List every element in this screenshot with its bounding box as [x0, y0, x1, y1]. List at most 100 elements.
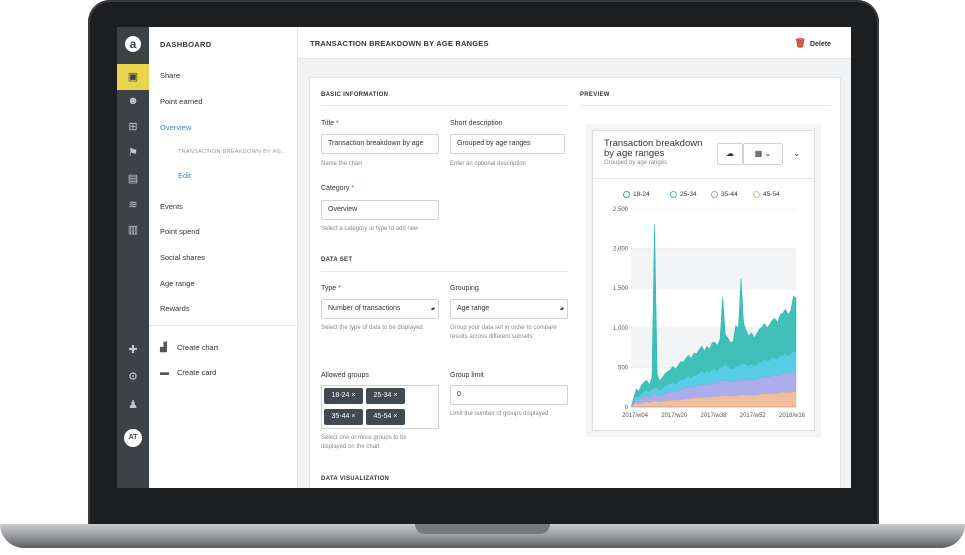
x-tick-label: 2017/w04 [622, 413, 649, 419]
flag-icon[interactable]: ⚑ [128, 147, 138, 159]
required-mark: * [335, 120, 339, 127]
category-input[interactable]: Overview [321, 200, 439, 220]
title-input[interactable]: Transaction breakdown by age [321, 134, 439, 154]
legend-marker [670, 191, 677, 198]
widget-subtitle: Grouped by age ranges [604, 160, 668, 166]
group-tag-18-24[interactable]: 18-24 × [324, 388, 363, 404]
nav-item-age-range[interactable]: Age range [160, 279, 195, 288]
legend-label: 25-34 [680, 191, 697, 199]
allowed-groups-help: Select one or more groups to be displaye… [321, 435, 407, 450]
waves-icon[interactable]: ≋ [128, 199, 138, 211]
preview-title: PREVIEW [580, 92, 610, 98]
legend-label: 45-54 [763, 191, 780, 199]
legend-item-25-34[interactable]: 25-34 [670, 191, 697, 198]
nav-item-edit[interactable]: Edit [178, 171, 191, 180]
group-limit-label: Group limit [450, 372, 484, 379]
group-tag-45-54[interactable]: 45-54 × [366, 409, 405, 425]
short-description-label: Short description [450, 120, 503, 127]
user-settings-icon[interactable]: ♟ [128, 399, 138, 411]
group-tag-35-44[interactable]: 35-44 × [324, 409, 363, 425]
y-tick-label: 2,500 [613, 207, 629, 213]
x-tick-label: 2017/w52 [740, 413, 767, 419]
y-tick-label: 500 [618, 365, 629, 371]
type-label: Type * [321, 285, 341, 292]
app-screen: a ▣ ☻ ⊞ ⚑ ▤ ≋ ▥ ✚ ⚙ ♟ AT DASHBOARD Share… [117, 27, 851, 488]
app-logo[interactable]: a [125, 36, 141, 52]
data-set-title: DATA SET [321, 257, 353, 263]
type-select[interactable]: Number of transactions [321, 299, 439, 319]
icon-rail: a ▣ ☻ ⊞ ⚑ ▤ ≋ ▥ ✚ ⚙ ♟ AT [117, 27, 149, 488]
legend-label: 35-44 [721, 191, 738, 199]
legend-item-18-24[interactable]: 18-24 [623, 191, 650, 198]
nav-item-share[interactable]: Share [160, 71, 181, 80]
nav-panel: DASHBOARD Share Point earned Overview TR… [149, 27, 298, 488]
create-chart-button[interactable]: ▟ Create chart [160, 342, 218, 353]
preview-widget: Transaction breakdown by age ranges Grou… [592, 130, 815, 431]
card-icon: ▬ [160, 367, 169, 377]
avatar[interactable]: AT [124, 429, 142, 447]
required-mark: * [338, 285, 341, 292]
widget-divider [593, 178, 814, 179]
allowed-groups-label: Allowed groups [321, 372, 369, 379]
create-card-button[interactable]: ▬ Create card [160, 367, 216, 377]
grouping-label: Grouping [450, 285, 479, 292]
legend-marker [711, 191, 718, 198]
type-help: Select the type of data to be displayed [321, 325, 423, 331]
y-tick-label: 1,000 [613, 326, 629, 332]
nav-item-overview[interactable]: Overview [160, 123, 192, 132]
date-range-button[interactable]: ▦ ⌄ [743, 143, 783, 165]
group-tag-25-34[interactable]: 25-34 × [366, 388, 405, 404]
legend-item-35-44[interactable]: 35-44 [711, 191, 738, 198]
nav-item-point-spend[interactable]: Point spend [160, 227, 200, 236]
type-label-text: Type [321, 285, 337, 292]
section-divider [580, 105, 830, 106]
grouping-select[interactable]: Age range [450, 299, 568, 319]
grouping-select-value: Age range [457, 305, 490, 312]
legend-item-45-54[interactable]: 45-54 [753, 191, 780, 198]
y-tick-label: 0 [625, 405, 629, 411]
delete-button[interactable]: 🗑 Delete [795, 38, 831, 49]
basic-info-title: BASIC INFORMATION [321, 92, 389, 98]
nav-item-events[interactable]: Events [160, 202, 183, 211]
create-chart-label: Create chart [177, 343, 219, 352]
legend-label: 18-24 [633, 191, 650, 199]
gear-icon[interactable]: ⚙ [128, 371, 138, 383]
puzzle-icon[interactable]: ✚ [128, 344, 138, 356]
dashboard-icon[interactable]: ▣ [117, 64, 149, 90]
title-label: Title * [321, 120, 339, 127]
legend-marker [623, 191, 630, 198]
category-label: Category * [321, 185, 354, 192]
type-select-value: Number of transactions [328, 305, 401, 312]
gift-icon[interactable]: ⊞ [128, 121, 138, 133]
grid-band [631, 248, 796, 289]
data-visualization-title: DATA VISUALIZATION [321, 476, 390, 482]
short-description-help: Enter an optional description [450, 161, 527, 167]
x-tick-label: 2018/w16 [779, 413, 806, 419]
nav-item-rewards[interactable]: Rewards [160, 304, 190, 313]
short-description-input[interactable]: Grouped by age ranges [450, 134, 565, 154]
group-limit-input[interactable]: 0 [450, 385, 568, 405]
section-divider [321, 105, 568, 106]
calendar-icon: ▦ [754, 149, 763, 158]
title-help: Name the chart [321, 161, 363, 167]
legend-marker [753, 191, 760, 198]
page-title: TRANSACTION BREAKDOWN BY AGE RANGES [310, 39, 489, 48]
cloud-download-button[interactable]: ☁ [717, 143, 743, 165]
nav-item-point-earned[interactable]: Point earned [160, 97, 203, 106]
nav-item-transaction-breakdown[interactable]: TRANSACTION BREAKDOWN BY AG... [178, 149, 287, 155]
chevron-down-icon[interactable]: ⌄ [793, 148, 801, 158]
nav-item-social-shares[interactable]: Social shares [160, 253, 206, 262]
inbox-icon[interactable]: ▥ [127, 224, 139, 236]
title-label-text: Title [321, 120, 334, 127]
trash-icon: 🗑 [794, 38, 806, 48]
delete-label: Delete [809, 41, 831, 48]
required-mark: * [351, 185, 355, 192]
chart-icon: ▟ [160, 342, 167, 352]
laptop-notch [415, 524, 550, 534]
nav-divider [149, 325, 297, 326]
chat-icon[interactable]: ▤ [127, 173, 139, 185]
allowed-groups-field[interactable]: 18-24 × 25-34 × 35-44 × 45-54 × [321, 385, 439, 429]
section-divider [321, 271, 568, 272]
grouping-help: Group your data set in order to compare … [450, 325, 557, 340]
users-icon[interactable]: ☻ [127, 95, 139, 107]
